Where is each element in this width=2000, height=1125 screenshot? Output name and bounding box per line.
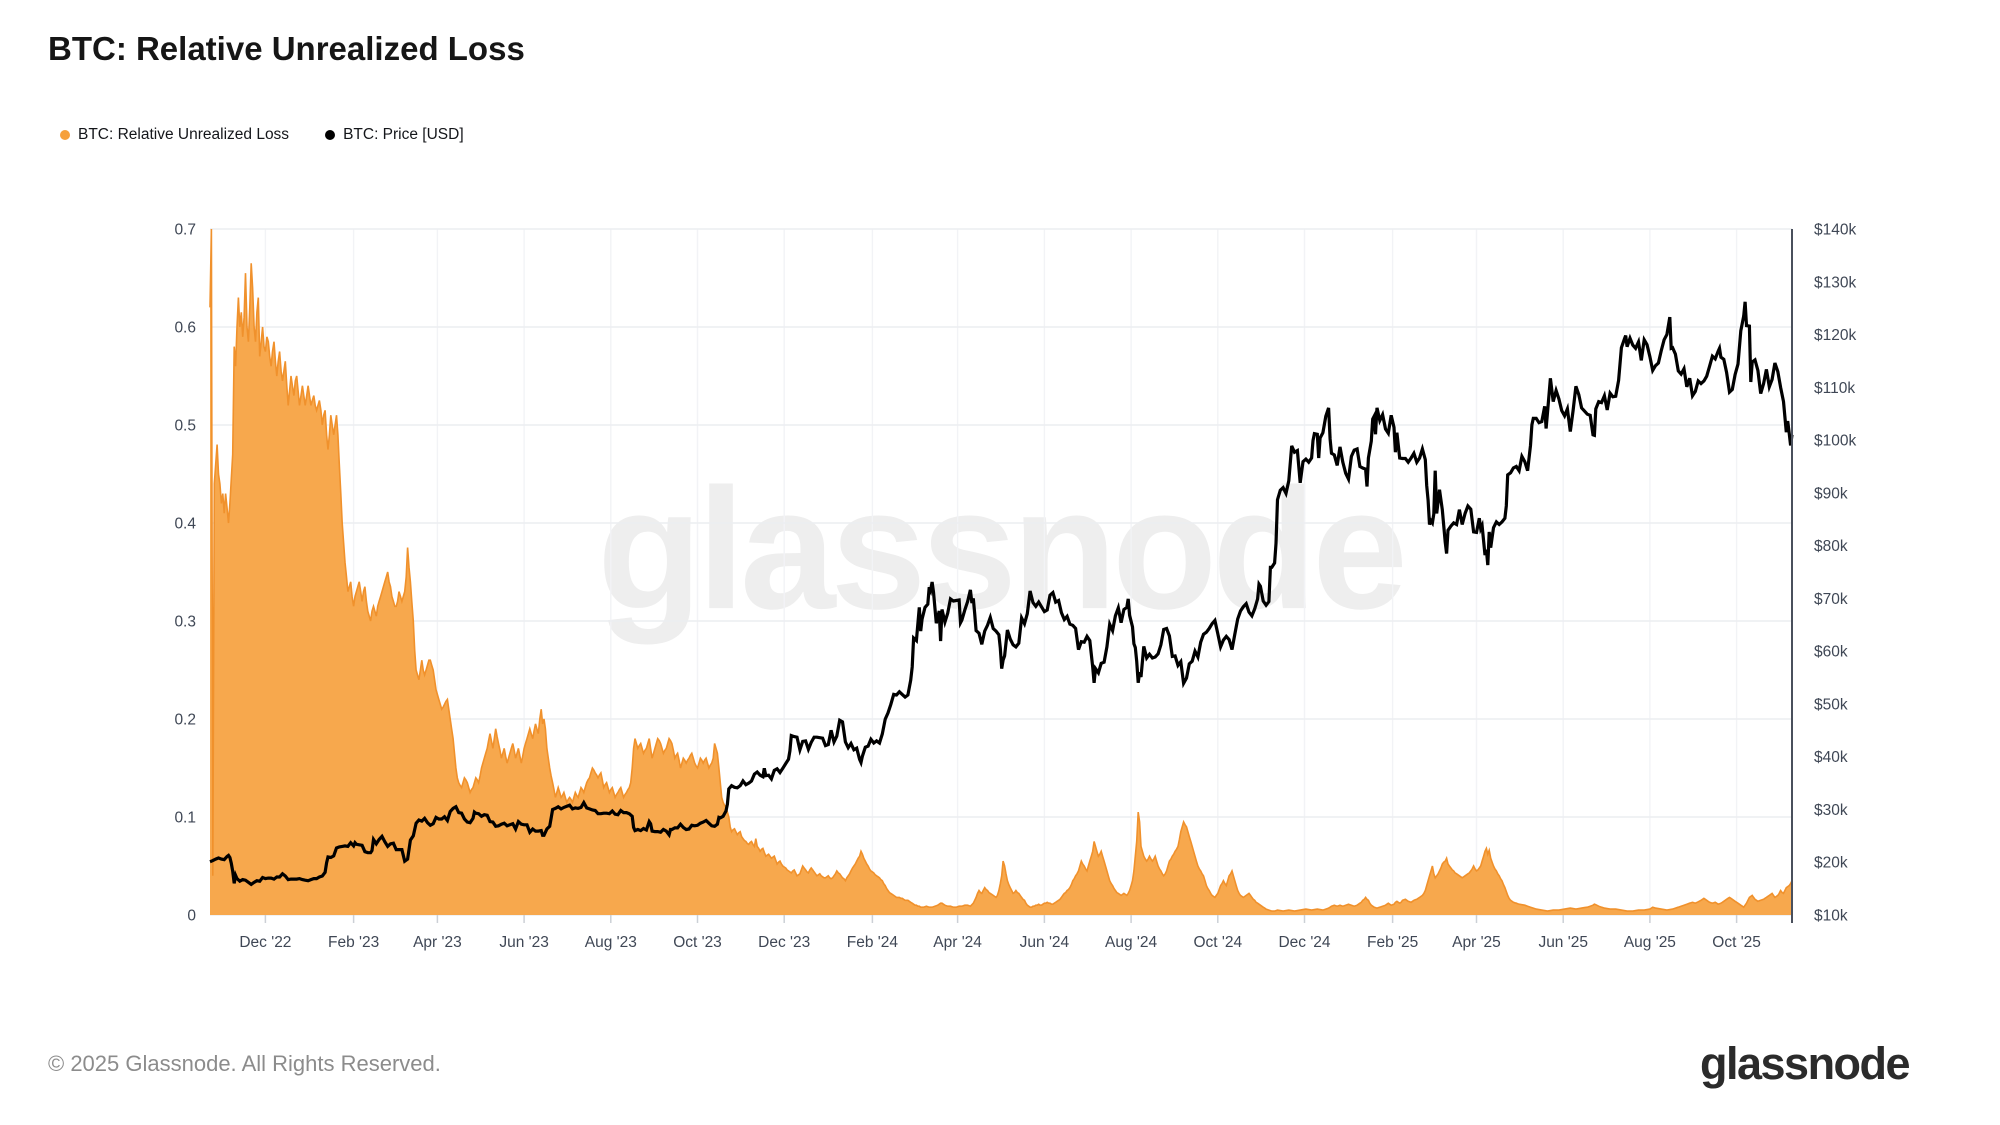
x-tick-label: Oct '25 xyxy=(1712,934,1761,951)
legend-item-price-usd[interactable]: BTC: Price [USD] xyxy=(325,126,464,144)
y-left-tick-label: 0.4 xyxy=(174,516,196,533)
x-tick-label: Aug '24 xyxy=(1105,934,1157,951)
rul-area xyxy=(210,229,1792,915)
btc-price-line xyxy=(209,301,1794,887)
y-right-tick-label: $20k xyxy=(1814,855,1848,872)
x-tick-label: Dec '23 xyxy=(758,934,810,951)
y-right-tick-label: $90k xyxy=(1814,485,1848,502)
y-right-tick-label: $100k xyxy=(1814,433,1856,450)
y-right-tick-label: $110k xyxy=(1814,380,1855,397)
y-right-tick-label: $60k xyxy=(1814,644,1848,661)
x-tick-label: Feb '23 xyxy=(328,934,379,951)
x-tick-label: Dec '24 xyxy=(1278,934,1330,951)
y-right-tick-label: $120k xyxy=(1814,327,1856,344)
y-left-tick-label: 0.7 xyxy=(174,222,196,239)
y-left-tick-label: 0.5 xyxy=(174,418,196,435)
y-right-tick-label: $140k xyxy=(1814,222,1856,239)
y-left-tick-label: 0.6 xyxy=(174,320,196,337)
x-tick-label: Aug '23 xyxy=(585,934,637,951)
glassnode-watermark: glassnode xyxy=(597,453,1408,646)
y-left-tick-label: 0.3 xyxy=(174,614,196,631)
x-tick-label: Jun '23 xyxy=(499,934,549,951)
x-tick-label: Apr '24 xyxy=(933,934,982,951)
legend-label: BTC: Relative Unrealized Loss xyxy=(78,126,290,143)
x-tick-label: Oct '23 xyxy=(673,934,722,951)
legend-label: BTC: Price [USD] xyxy=(343,126,464,143)
x-tick-label: Oct '24 xyxy=(1193,934,1242,951)
y-right-tick-label: $50k xyxy=(1814,696,1848,713)
x-tick-label: Feb '24 xyxy=(847,934,899,951)
legend-swatch-black-icon xyxy=(325,130,336,140)
x-tick-label: Dec '22 xyxy=(239,934,291,951)
y-left-tick-label: 0.1 xyxy=(174,810,196,827)
y-left-tick-label: 0 xyxy=(187,908,196,925)
x-tick-label: Apr '25 xyxy=(1452,934,1501,951)
y-right-tick-label: $130k xyxy=(1814,274,1856,291)
x-tick-label: Jun '25 xyxy=(1538,934,1588,951)
y-right-tick-label: $70k xyxy=(1814,591,1848,608)
y-right-tick-label: $40k xyxy=(1814,749,1848,766)
copyright-text: © 2025 Glassnode. All Rights Reserved. xyxy=(48,1051,441,1076)
x-tick-label: Feb '25 xyxy=(1367,934,1418,951)
page-title: BTC: Relative Unrealized Loss xyxy=(48,30,525,67)
rul-area-outline xyxy=(209,228,1793,912)
y-left-tick-label: 0.2 xyxy=(174,712,196,729)
x-tick-label: Apr '23 xyxy=(413,934,462,951)
legend-swatch-orange-icon xyxy=(60,130,70,140)
y-right-tick-label: $80k xyxy=(1814,538,1848,555)
x-tick-label: Aug '25 xyxy=(1624,934,1676,951)
y-right-tick-label: $30k xyxy=(1814,802,1848,819)
y-right-tick-label: $10k xyxy=(1814,908,1848,925)
legend: BTC: Relative Unrealized Loss BTC: Price… xyxy=(60,126,464,144)
x-tick-label: Jun '24 xyxy=(1020,934,1070,951)
glassnode-logo[interactable]: glassnode xyxy=(1700,1038,1911,1089)
legend-item-relative-unrealized-loss[interactable]: BTC: Relative Unrealized Loss xyxy=(60,126,289,144)
